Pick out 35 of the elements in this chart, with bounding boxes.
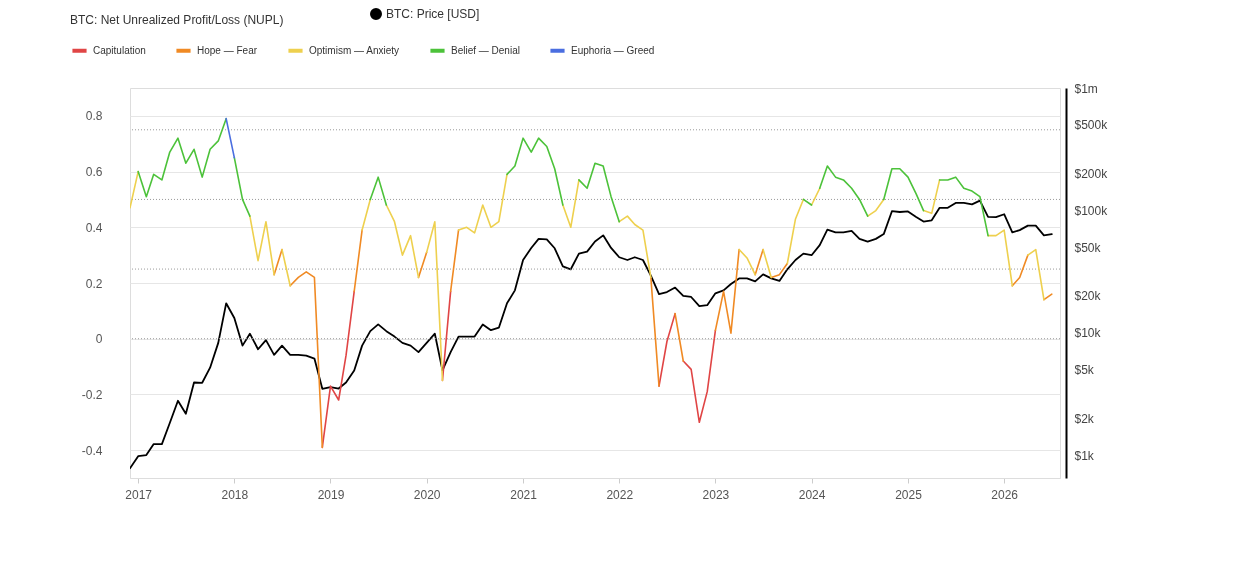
y-tick-label: 0.6 [85,165,103,180]
x-tick-label: 2021 [510,487,538,502]
legend-label: Belief — Denial [451,44,520,56]
x-tick-label: 2018 [221,487,249,502]
legend-label: BTC: Price [USD] [386,7,480,21]
x-tick-label: 2019 [317,487,345,502]
legend-label: Hope — Fear [197,44,258,56]
y2-tick-label: $10k [1074,326,1102,341]
y2-tick-label: $1m [1074,81,1098,96]
legend-label: Capitulation [93,44,146,56]
legend-label: Optimism — Anxiety [309,44,400,56]
y-tick-label: -0.2 [81,387,103,402]
y2-tick-label: $200k [1074,167,1109,182]
x-tick-label: 2026 [991,487,1019,502]
y-tick-label: 0 [95,332,103,347]
legend-label: Euphoria — Greed [571,44,655,56]
y2-tick-label: $1k [1074,448,1095,463]
x-tick-label: 2020 [413,487,441,502]
x-tick-label: 2023 [702,487,730,502]
y2-tick-label: $100k [1074,203,1109,218]
x-tick-label: 2025 [895,487,923,502]
y-tick-label: 0.8 [85,109,103,124]
line-series [130,199,1053,470]
y2-tick-label: $500k [1074,118,1109,133]
y-tick-label: 0.4 [85,220,103,235]
y2-tick-label: $5k [1074,363,1095,378]
x-tick-label: 2024 [798,487,826,502]
x-tick-label: 2017 [125,487,153,502]
y-tick-label: 0.2 [85,276,103,291]
y2-tick-label: $2k [1074,411,1095,426]
y-tick-label: -0.4 [81,443,103,458]
y2-tick-label: $50k [1074,240,1102,255]
y2-tick-label: $20k [1074,289,1102,304]
x-tick-label: 2022 [606,487,634,502]
legend-title: BTC: Net Unrealized Profit/Loss (NUPL) [70,13,284,27]
